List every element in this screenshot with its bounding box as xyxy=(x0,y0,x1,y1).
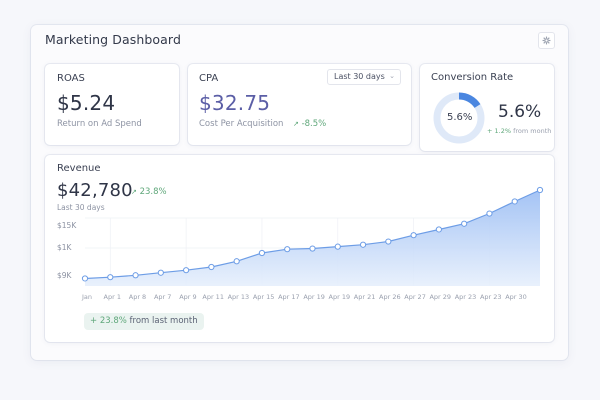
x-tick: Apr 7 xyxy=(153,293,172,301)
period-select-value: Last 30 days xyxy=(334,72,385,81)
x-tick: Apr 26 xyxy=(379,293,401,301)
conversion-donut xyxy=(433,92,485,144)
cpa-label: CPA xyxy=(199,73,219,84)
x-tick: Apr 19 xyxy=(303,293,325,301)
chevron-down-icon: ⌄ xyxy=(389,72,395,80)
conversion-change: + 1.2% from month xyxy=(487,127,551,135)
x-tick: Apr 23 xyxy=(454,293,477,301)
cpa-change: ↗ -8.5% xyxy=(293,119,326,129)
x-tick: Apr 30 xyxy=(505,293,527,301)
trend-arrow-icon: ↗ xyxy=(293,120,299,128)
revenue-change-badge: + 23.8% from last month xyxy=(84,313,204,330)
badge-change-value: + 23.8% xyxy=(90,316,127,326)
data-point[interactable] xyxy=(461,220,468,227)
cpa-value: $32.75 xyxy=(199,91,271,115)
y-tick: $9K xyxy=(57,271,72,280)
revenue-value: $42,780 xyxy=(57,180,133,201)
data-point[interactable] xyxy=(233,258,240,265)
data-point[interactable] xyxy=(385,238,392,245)
roas-caption: Return on Ad Spend xyxy=(57,119,142,129)
gear-icon xyxy=(542,36,551,45)
x-tick: Apr 27 xyxy=(404,293,426,301)
donut-center-label: 5.6% xyxy=(447,112,473,123)
data-point[interactable] xyxy=(132,272,139,279)
data-point[interactable] xyxy=(334,243,341,250)
conversion-change-value: + 1.2% xyxy=(487,127,512,135)
data-point[interactable] xyxy=(486,210,493,217)
x-tick: Apr 15 xyxy=(252,293,275,301)
roas-value: $5.24 xyxy=(57,91,116,115)
data-point[interactable] xyxy=(359,241,367,248)
data-point[interactable] xyxy=(309,245,316,252)
data-point[interactable] xyxy=(511,198,518,205)
x-tick: Apr 11 xyxy=(202,293,224,301)
x-tick: Apr 21 xyxy=(353,293,376,301)
y-tick: $15K xyxy=(57,221,77,230)
data-point[interactable] xyxy=(410,232,417,239)
revenue-label: Revenue xyxy=(57,163,101,174)
data-point[interactable] xyxy=(183,267,190,274)
x-tick: Apr 19 xyxy=(328,293,351,301)
data-point[interactable] xyxy=(157,269,164,276)
x-tick: Apr 9 xyxy=(179,293,197,301)
y-tick: $1K xyxy=(57,243,72,252)
x-tick: Apr 1 xyxy=(103,293,121,301)
x-tick: Apr 8 xyxy=(128,293,147,301)
settings-button[interactable] xyxy=(538,32,555,49)
cpa-caption: Cost Per Acquisition xyxy=(199,119,284,129)
data-point[interactable] xyxy=(107,274,114,281)
data-point[interactable] xyxy=(435,226,442,233)
data-point[interactable] xyxy=(81,275,89,282)
roas-card xyxy=(45,64,179,145)
page-title: Marketing Dashboard xyxy=(45,32,181,47)
conversion-value: 5.6% xyxy=(498,102,542,122)
data-point[interactable] xyxy=(536,186,544,194)
period-select[interactable]: Last 30 days ⌄ xyxy=(327,69,401,85)
revenue-change-value: 23.8% xyxy=(139,187,167,197)
badge-suffix: from last month xyxy=(129,316,198,326)
x-tick: Jan xyxy=(81,293,93,301)
x-tick: Apr 29 xyxy=(429,293,452,301)
conversion-label: Conversion Rate xyxy=(431,72,514,83)
trend-arrow-icon: ↗ xyxy=(131,188,137,196)
x-tick: Apr 13 xyxy=(227,293,250,301)
x-tick: Apr 17 xyxy=(278,293,300,301)
roas-label: ROAS xyxy=(57,73,85,84)
revenue-change: ↗ 23.8% xyxy=(131,187,167,197)
cpa-change-value: -8.5% xyxy=(301,119,327,129)
data-point[interactable] xyxy=(258,249,266,257)
data-point[interactable] xyxy=(208,263,215,271)
data-point[interactable] xyxy=(284,246,291,253)
x-tick: Apr 23 xyxy=(479,293,502,301)
conversion-change-suffix: from month xyxy=(513,127,552,135)
revenue-period: Last 30 days xyxy=(57,203,105,212)
